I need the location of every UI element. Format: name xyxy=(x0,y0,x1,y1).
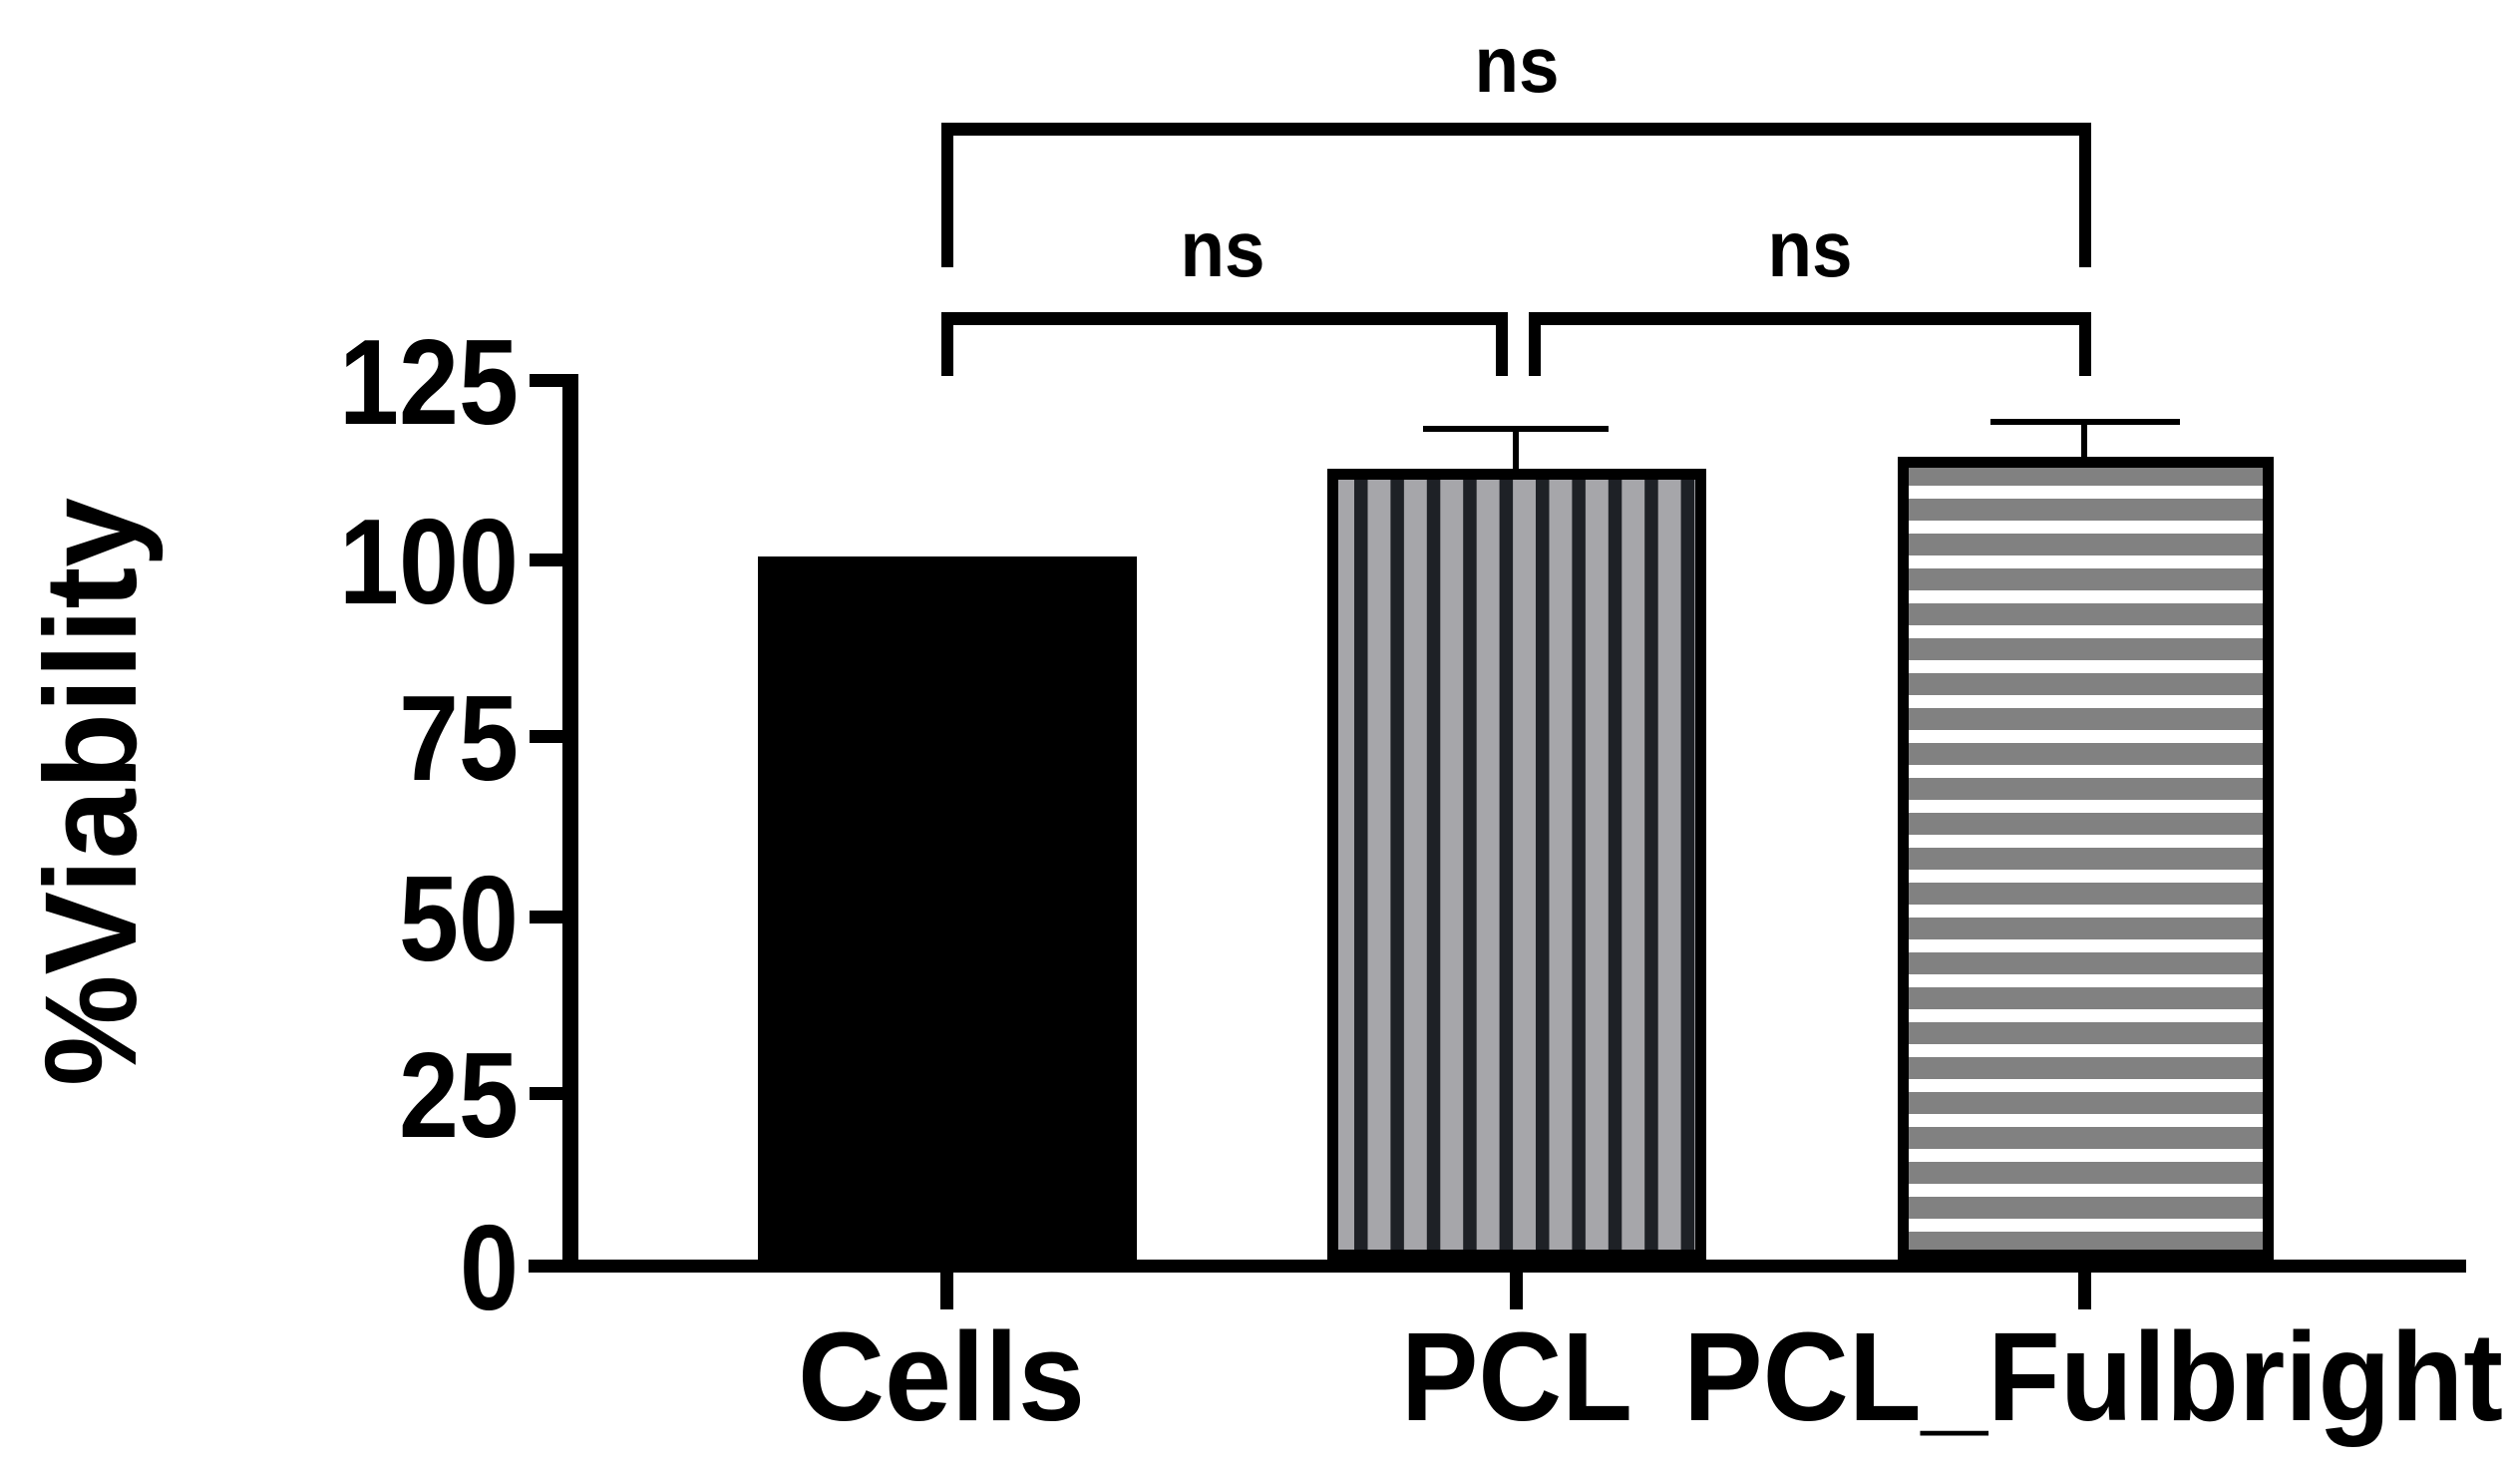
svg-text:ns: ns xyxy=(1181,204,1265,293)
svg-text:100: 100 xyxy=(339,494,519,629)
svg-text:ns: ns xyxy=(1768,204,1853,293)
svg-text:Cells: Cells xyxy=(798,1306,1085,1447)
svg-text:%Viability: %Viability xyxy=(17,498,164,1086)
svg-text:ns: ns xyxy=(1475,20,1560,109)
svg-text:PCL_Fulbright: PCL_Fulbright xyxy=(1683,1306,2503,1447)
svg-text:25: 25 xyxy=(399,1027,519,1163)
svg-text:75: 75 xyxy=(399,670,519,806)
svg-text:50: 50 xyxy=(399,851,519,986)
svg-text:0: 0 xyxy=(460,1200,519,1335)
svg-text:125: 125 xyxy=(339,314,519,450)
svg-text:PCL: PCL xyxy=(1401,1306,1632,1447)
